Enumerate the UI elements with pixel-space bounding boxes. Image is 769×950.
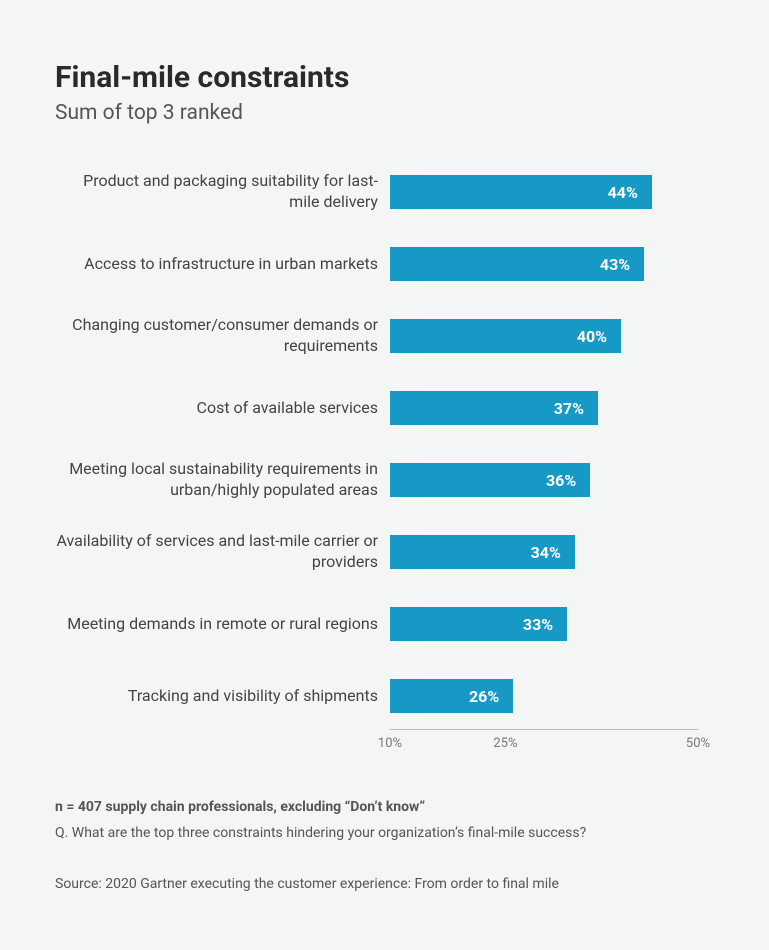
- footnote-source: Source: 2020 Gartner executing the custo…: [55, 873, 714, 895]
- bar-value: 34%: [531, 543, 561, 562]
- bar-row: Meeting local sustainability requirement…: [55, 461, 714, 499]
- bar-row: Product and packaging suitability for la…: [55, 173, 714, 211]
- bar-area: 36%: [390, 463, 698, 497]
- bar: 37%: [390, 391, 598, 425]
- chart-footer: n = 407 supply chain professionals, excl…: [55, 796, 714, 895]
- chart-title: Final-mile constraints: [55, 60, 714, 95]
- footnote-n: n = 407 supply chain professionals, excl…: [55, 796, 714, 818]
- bar-row: Changing customer/consumer demands or re…: [55, 317, 714, 355]
- bar-row: Availability of services and last-mile c…: [55, 533, 714, 571]
- chart-subtitle: Sum of top 3 ranked: [55, 101, 714, 125]
- bar-value: 36%: [546, 471, 576, 490]
- bar-value: 43%: [600, 255, 630, 274]
- bar-row: Tracking and visibility of shipments 26%: [55, 677, 714, 715]
- bar-label: Access to infrastructure in urban market…: [55, 254, 390, 275]
- bar-label: Tracking and visibility of shipments: [55, 686, 390, 707]
- bar-row: Access to infrastructure in urban market…: [55, 245, 714, 283]
- bar-area: 34%: [390, 535, 698, 569]
- bar-value: 37%: [554, 399, 584, 418]
- bar: 43%: [390, 247, 644, 281]
- x-axis: 10%25%50%: [390, 729, 698, 756]
- bar-row: Cost of available services 37%: [55, 389, 714, 427]
- x-tick: 10%: [378, 736, 402, 751]
- bar: 36%: [390, 463, 590, 497]
- bar-label: Meeting demands in remote or rural regio…: [55, 614, 390, 635]
- bar-area: 44%: [390, 175, 698, 209]
- bar: 26%: [390, 679, 513, 713]
- x-tick: 50%: [686, 736, 710, 751]
- bar-chart: Product and packaging suitability for la…: [55, 173, 714, 715]
- bar-value: 26%: [469, 687, 499, 706]
- bar-label: Product and packaging suitability for la…: [55, 171, 390, 213]
- x-tick: 25%: [493, 736, 517, 751]
- bar-label: Availability of services and last-mile c…: [55, 531, 390, 573]
- bar-area: 43%: [390, 247, 698, 281]
- bar-label: Changing customer/consumer demands or re…: [55, 315, 390, 357]
- bar-value: 33%: [523, 615, 553, 634]
- bar-label: Meeting local sustainability requirement…: [55, 459, 390, 501]
- footnote-question: Q. What are the top three constraints hi…: [55, 822, 714, 844]
- bar-area: 26%: [390, 679, 698, 713]
- bar: 33%: [390, 607, 567, 641]
- bar-area: 33%: [390, 607, 698, 641]
- bar-value: 40%: [577, 327, 607, 346]
- bar: 40%: [390, 319, 621, 353]
- bar-row: Meeting demands in remote or rural regio…: [55, 605, 714, 643]
- bar-label: Cost of available services: [55, 398, 390, 419]
- bar: 44%: [390, 175, 652, 209]
- bar: 34%: [390, 535, 575, 569]
- bar-value: 44%: [608, 183, 638, 202]
- bar-area: 37%: [390, 391, 698, 425]
- x-axis-ticks: 10%25%50%: [390, 736, 698, 756]
- bar-area: 40%: [390, 319, 698, 353]
- x-axis-line: [390, 729, 698, 730]
